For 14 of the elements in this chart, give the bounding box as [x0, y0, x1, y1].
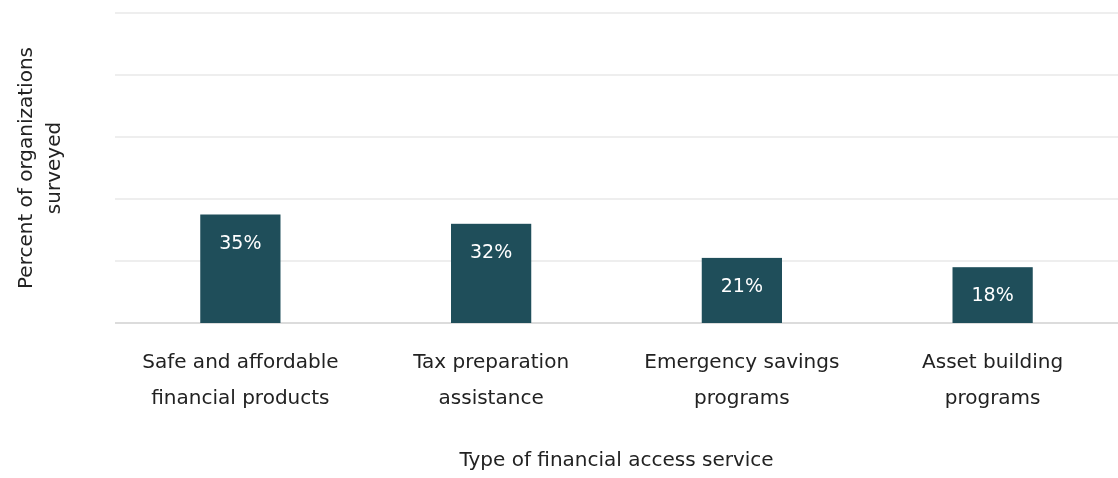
x-tick-label: Tax preparation assistance: [412, 349, 570, 409]
bar: [200, 214, 281, 323]
y-axis-title: Percent of organizations surveyed: [13, 46, 65, 290]
bar: [451, 223, 532, 323]
data-label: 18%: [971, 283, 1014, 306]
data-label: 35%: [219, 230, 262, 253]
bar: [701, 257, 782, 323]
x-tick-label: Safe and affordable financial products: [142, 349, 339, 409]
data-label: 32%: [470, 239, 513, 262]
x-tick-label: Emergency savings programs: [644, 349, 840, 409]
bar: [952, 267, 1033, 323]
x-tick-label: Asset building programs: [922, 349, 1064, 409]
x-axis-title: Type of financial access service: [458, 447, 774, 471]
data-label: 21%: [720, 273, 763, 296]
